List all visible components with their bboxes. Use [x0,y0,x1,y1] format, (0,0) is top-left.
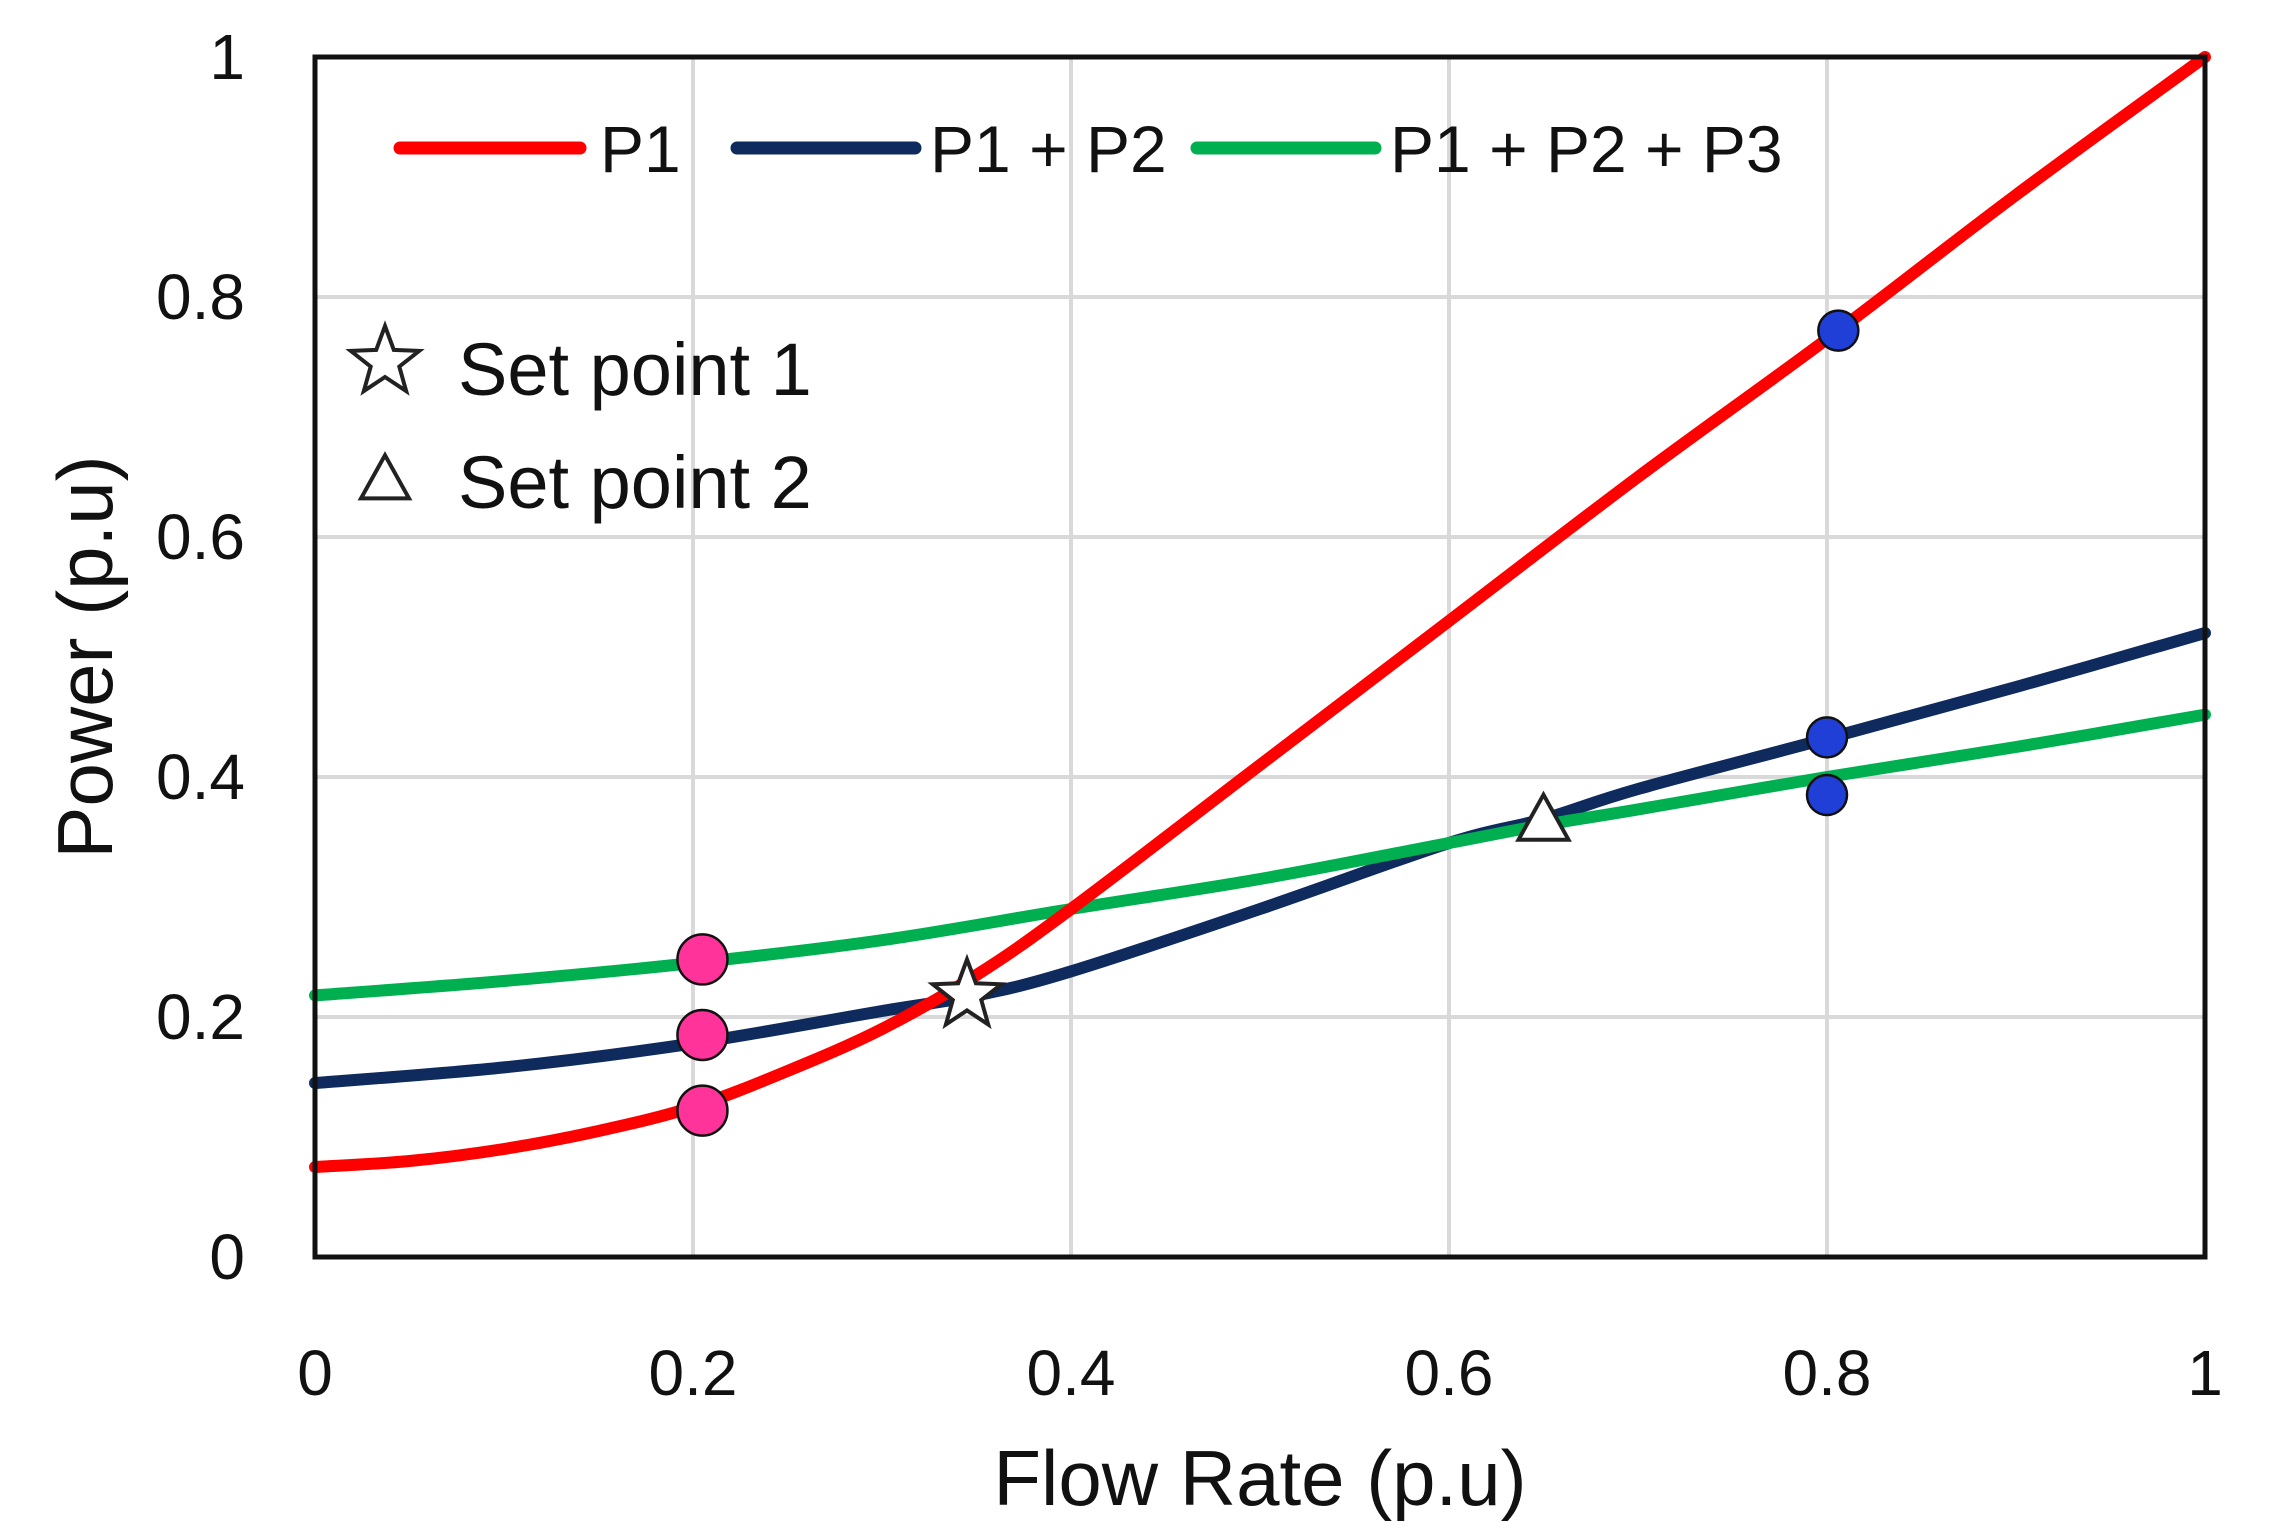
blue-dot-p1p2p3 [1805,773,1849,817]
legend-set-point-2-label: Set point 2 [458,441,812,524]
x-axis-label: Flow Rate (p.u) [993,1434,1526,1522]
y-tick-labels: 0 0.2 0.4 0.6 0.8 1 [156,21,245,1293]
x-tick-label: 0.8 [1783,1337,1872,1409]
y-tick-label: 0 [209,1221,245,1293]
legend-label-p1: P1 [600,112,681,186]
pink-dot-p1p2p3 [676,933,729,986]
plot-frame [312,54,2208,1260]
x-tick-label: 0 [297,1337,333,1409]
blue-dot-p1p2 [1805,716,1849,759]
series-line-p1-p2-p3 [309,708,2211,1002]
y-tick-label: 0.2 [156,981,245,1053]
y-tick-label: 1 [209,21,245,93]
series-line-p1-p2 [309,627,2211,1089]
x-tick-label: 1 [2187,1337,2223,1409]
x-tick-label: 0.6 [1405,1337,1494,1409]
legend-label-p1-p2-p3: P1 + P2 + P3 [1390,112,1783,186]
legend-star-icon [345,320,425,396]
y-tick-label: 0.8 [156,261,245,333]
data-markers [676,309,1860,1137]
y-tick-label: 0.4 [156,741,245,813]
legend-set-point-1-label: Set point 1 [458,328,812,411]
series-line-p1 [309,51,2211,1173]
marker-legend: Set point 1 Set point 2 [345,320,812,524]
pink-dot-p1 [676,1084,729,1137]
pink-dot-p1p2 [676,1008,729,1062]
legend-triangle-icon [357,451,413,501]
x-tick-label: 0.4 [1027,1337,1116,1409]
series-lines [309,51,2211,1173]
y-axis-label: Power (p.u) [41,455,129,858]
series-legend: P1 P1 + P2 P1 + P2 + P3 [393,112,1783,186]
set-point-1-star [927,953,1007,1030]
x-tick-label: 0.2 [649,1337,738,1409]
grid [315,57,2205,1257]
set-point-2-triangle [1515,790,1572,842]
legend-label-p1-p2: P1 + P2 [930,112,1167,186]
x-tick-labels: 0 0.2 0.4 0.6 0.8 1 [297,1337,2223,1409]
blue-dot-p1 [1817,309,1860,352]
y-tick-label: 0.6 [156,501,245,573]
